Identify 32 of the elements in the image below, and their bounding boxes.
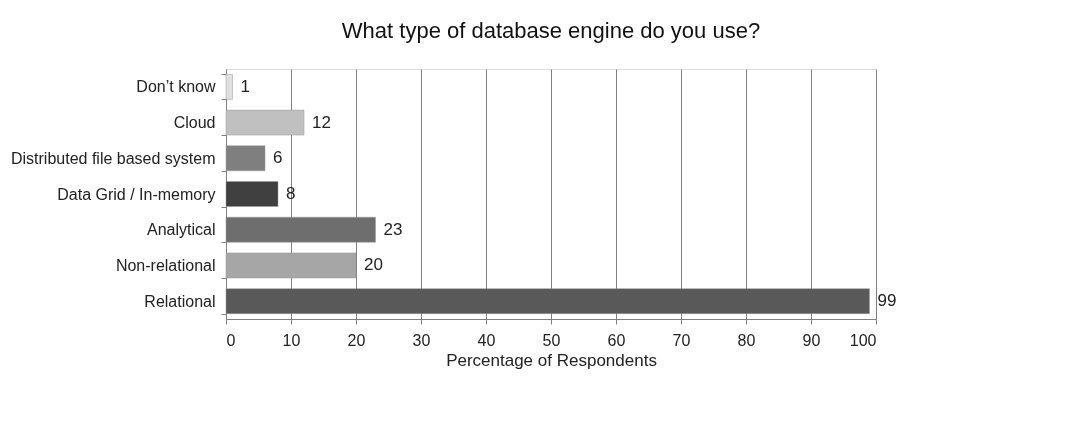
x-tick-label: 100 — [849, 331, 877, 349]
x-tick-label: 40 — [477, 331, 496, 349]
x-tick-label: 0 — [226, 331, 236, 349]
data-label: 23 — [383, 219, 403, 239]
x-tick-label: 30 — [412, 331, 431, 349]
bar — [225, 216, 376, 243]
bar — [225, 74, 233, 100]
bar — [225, 109, 305, 136]
x-tick-label: 90 — [802, 331, 821, 349]
bar — [225, 181, 279, 207]
y-tick-label: Relational — [144, 292, 216, 310]
y-tick-label: Data Grid / In-memory — [57, 185, 216, 203]
data-label: 20 — [364, 255, 383, 275]
x-tick-label: 20 — [347, 331, 366, 349]
x-tick-label: 10 — [282, 331, 301, 349]
x-tick-label: 80 — [737, 331, 756, 349]
y-tick-label: Non-relational — [115, 256, 216, 274]
y-tick-label: Don’t know — [136, 78, 216, 96]
bar — [225, 252, 357, 279]
data-label: 6 — [273, 148, 283, 168]
chart-title: What type of database engine do you use? — [341, 18, 761, 43]
data-label: 1 — [240, 76, 250, 96]
y-tick-label: Cloud — [173, 114, 216, 132]
data-label: 12 — [312, 112, 331, 132]
x-tick-label: 70 — [672, 331, 691, 349]
y-tick-label: Analytical — [147, 221, 216, 239]
x-tick-label: 50 — [542, 331, 561, 349]
data-label: 99 — [877, 291, 897, 311]
x-tick-label: 60 — [607, 331, 626, 349]
y-tick-label: Distributed file based system — [10, 149, 216, 167]
x-axis-title: Percentage of Respondents — [446, 350, 657, 370]
bar — [225, 288, 870, 314]
